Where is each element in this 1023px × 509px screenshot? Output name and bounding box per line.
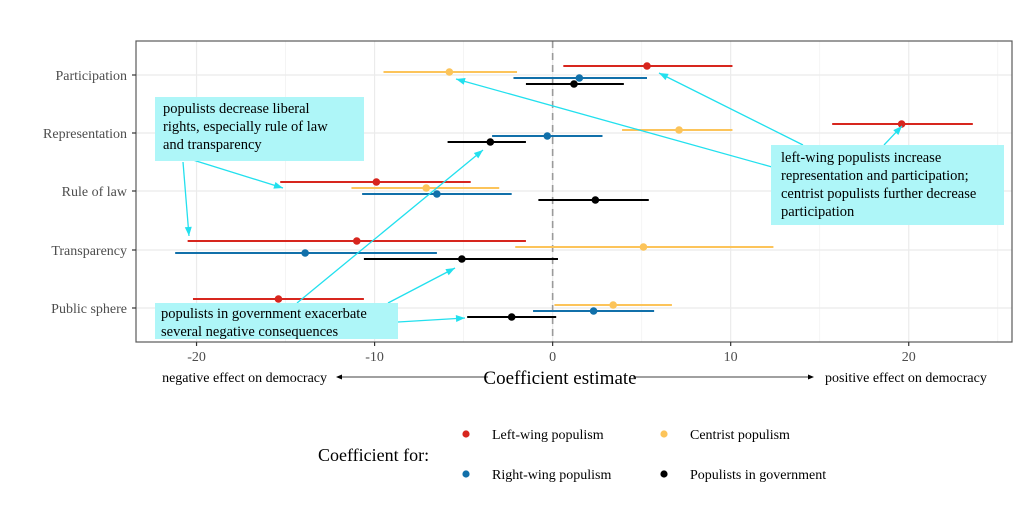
annotations: populists decrease liberal rights, especi… xyxy=(155,72,1004,340)
legend: Coefficient for: Left-wing populism Centr… xyxy=(318,428,826,483)
estimate-point xyxy=(372,178,381,186)
legend-key xyxy=(660,430,668,438)
x-tick-label: -10 xyxy=(365,350,384,365)
right-arrow-head xyxy=(808,374,814,380)
estimate-point xyxy=(445,68,454,76)
annotation-text-line: populists in government exacerbate xyxy=(161,306,367,322)
estimate-point xyxy=(422,184,431,192)
x-axis-title: Coefficient estimate xyxy=(483,368,636,389)
legend-label: Centrist populism xyxy=(690,428,790,443)
annotation-box-2: populists in government exacerbate severa… xyxy=(155,303,398,340)
estimate-point xyxy=(591,196,600,204)
annotation-arrow xyxy=(182,161,190,237)
annotation-text-line: rights, especially rule of law xyxy=(163,119,328,135)
annotation-text-line: and transparency xyxy=(163,137,262,153)
estimate-point xyxy=(643,62,651,70)
legend-item: Centrist populism xyxy=(660,428,790,443)
annotation-arrowhead xyxy=(273,181,283,189)
annotation-text-line: several negative consequences xyxy=(161,324,338,340)
annotation-arrowhead xyxy=(659,73,669,81)
annotation-box-1: populists decrease liberal rights, especi… xyxy=(155,97,364,161)
x-axis-positive-label: positive effect on democracy xyxy=(825,371,987,386)
series-left-wing-populism xyxy=(187,62,973,303)
x-tick-label: 20 xyxy=(902,350,916,365)
x-axis-negative-label: negative effect on democracy xyxy=(162,371,327,386)
annotation-text-line: participation xyxy=(781,204,855,220)
estimate-point xyxy=(301,249,309,257)
annotation-text-line: representation and participation; xyxy=(781,168,969,184)
legend-key xyxy=(462,470,470,478)
legend-label: Right-wing populism xyxy=(492,468,612,483)
annotation-arrow xyxy=(296,149,484,304)
y-tick-label: Participation xyxy=(55,69,127,84)
estimate-point xyxy=(458,255,466,263)
estimate-point xyxy=(274,295,283,303)
annotation-arrowhead xyxy=(893,126,902,135)
estimate-point xyxy=(675,126,683,134)
annotation-arrowhead xyxy=(455,315,465,323)
annotation-text-line: populists decrease liberal xyxy=(163,101,310,117)
x-axis: -20 -10 0 10 20 xyxy=(187,342,916,365)
estimate-point xyxy=(570,80,578,88)
annotation-background xyxy=(771,145,1004,225)
legend-item: Left-wing populism xyxy=(462,428,604,443)
x-tick-label: 0 xyxy=(549,350,556,365)
legend-label: Left-wing populism xyxy=(492,428,604,443)
annotation-background xyxy=(155,303,398,339)
annotation-arrow xyxy=(397,317,466,323)
annotation-arrow xyxy=(387,267,456,304)
left-arrow-head xyxy=(336,374,342,380)
estimate-point xyxy=(575,74,584,82)
estimate-point xyxy=(543,132,552,140)
legend-title: Coefficient for: xyxy=(318,445,429,465)
legend-item: Right-wing populism xyxy=(462,468,612,483)
y-tick-label: Transparency xyxy=(51,244,127,259)
estimate-point xyxy=(507,313,516,321)
annotation-arrowhead xyxy=(184,226,192,236)
annotation-arrow xyxy=(455,78,773,168)
annotation-box-3: left-wing populists increase representati… xyxy=(771,145,1004,225)
annotation-arrowhead xyxy=(456,78,466,85)
estimate-point xyxy=(486,138,495,146)
y-tick-label: Representation xyxy=(43,127,127,142)
estimate-point xyxy=(897,120,906,128)
y-axis: Participation Representation Rule of law Tr… xyxy=(43,69,136,317)
series-marks xyxy=(175,62,973,321)
annotation-arrow xyxy=(658,72,804,146)
annotation-arrowhead xyxy=(473,150,483,159)
estimate-point xyxy=(589,307,598,315)
estimate-point xyxy=(352,237,361,245)
x-axis-arrows xyxy=(336,374,814,380)
y-tick-label: Public sphere xyxy=(51,302,127,317)
legend-label: Populists in government xyxy=(690,468,826,483)
estimate-point xyxy=(639,243,648,251)
legend-item: Populists in government xyxy=(660,468,826,483)
annotation-arrow xyxy=(192,159,284,189)
series-right-wing-populism xyxy=(175,74,655,315)
legend-key xyxy=(462,430,470,438)
estimate-point xyxy=(433,190,441,198)
y-tick-label: Rule of law xyxy=(62,185,128,200)
series-populists-in-government xyxy=(363,80,649,321)
annotation-background xyxy=(155,97,364,161)
series-centrist-populism xyxy=(351,68,774,309)
legend-key xyxy=(660,470,668,478)
annotation-text-line: left-wing populists increase xyxy=(781,150,941,166)
annotation-text-line: centrist populists further decrease xyxy=(781,186,976,202)
annotation-arrowhead xyxy=(445,268,455,276)
x-tick-label: 10 xyxy=(724,350,738,365)
x-tick-label: -20 xyxy=(187,350,206,365)
estimate-point xyxy=(609,301,617,309)
